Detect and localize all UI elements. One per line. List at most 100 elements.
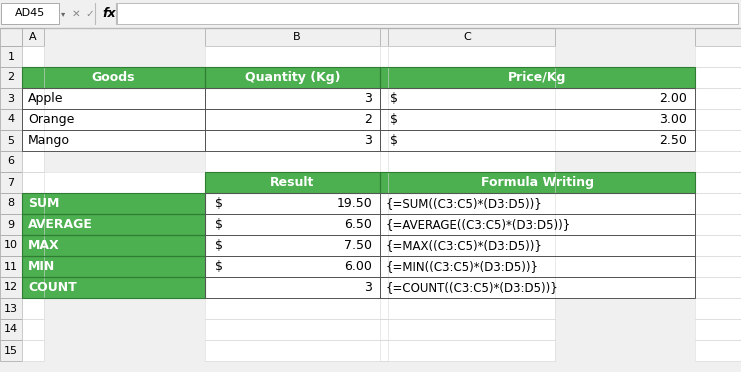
Bar (205, 109, 380, 130)
Text: fx: fx (102, 7, 116, 20)
Bar (695, 28, 741, 46)
Bar (22, 235, 44, 256)
Bar (205, 235, 380, 256)
Bar (695, 151, 741, 172)
Bar (0, 298, 22, 319)
Bar (22, 214, 205, 235)
Bar (0, 28, 22, 46)
Bar (695, 193, 741, 214)
Text: MAX: MAX (28, 239, 59, 252)
Bar (22, 109, 44, 130)
Bar (205, 130, 388, 151)
Text: Apple: Apple (28, 92, 64, 105)
Bar (22, 130, 44, 151)
Bar (22, 256, 44, 277)
Text: COUNT: COUNT (28, 281, 77, 294)
Bar (380, 88, 555, 109)
Bar (22, 28, 44, 46)
Bar (0, 172, 22, 193)
Bar (205, 235, 388, 256)
Bar (380, 235, 695, 256)
Text: Orange: Orange (28, 113, 74, 126)
Bar (1, 3, 59, 24)
Bar (22, 277, 205, 298)
Bar (22, 298, 44, 319)
Bar (205, 130, 388, 151)
Text: ✓: ✓ (85, 9, 94, 19)
Bar (380, 193, 695, 214)
Bar (22, 214, 44, 235)
Bar (205, 319, 388, 340)
Bar (380, 67, 555, 88)
Text: 3: 3 (364, 134, 372, 147)
Bar (22, 67, 44, 88)
Bar (205, 277, 388, 298)
Bar (22, 172, 44, 193)
Bar (0, 151, 22, 172)
Bar (380, 28, 555, 46)
Bar (695, 214, 741, 235)
Text: 15: 15 (4, 346, 18, 356)
Bar (0, 151, 22, 172)
Text: $: $ (215, 197, 223, 210)
Text: $: $ (215, 239, 223, 252)
Bar (205, 298, 388, 319)
Bar (22, 193, 205, 214)
Text: $: $ (390, 134, 398, 147)
Bar (205, 193, 380, 214)
Text: AD45: AD45 (15, 9, 45, 19)
Text: 7: 7 (7, 177, 15, 187)
Bar (22, 88, 205, 109)
Bar (0, 340, 22, 361)
Bar (22, 214, 44, 235)
Bar (205, 46, 388, 67)
Bar (22, 46, 44, 67)
Text: 12: 12 (4, 282, 18, 292)
Bar (0, 88, 22, 109)
Text: 3: 3 (364, 92, 372, 105)
Text: MIN: MIN (28, 260, 56, 273)
Bar (205, 67, 388, 88)
Bar (380, 88, 555, 109)
Bar (205, 340, 388, 361)
Bar (205, 28, 388, 46)
Bar (205, 88, 388, 109)
Bar (0, 319, 22, 340)
Bar (380, 298, 555, 319)
Bar (205, 256, 388, 277)
Bar (380, 340, 555, 361)
Bar (22, 319, 44, 340)
Bar (695, 298, 741, 319)
Bar (0, 46, 22, 67)
Bar (22, 340, 44, 361)
Bar (22, 46, 44, 67)
Bar (0, 277, 22, 298)
Bar (380, 214, 555, 235)
Text: B: B (293, 32, 300, 42)
Bar (205, 340, 388, 361)
Bar (0, 0, 741, 28)
Bar (695, 67, 741, 88)
Bar (380, 172, 555, 193)
Bar (0, 214, 22, 235)
Bar (22, 88, 44, 109)
Bar (0, 28, 22, 46)
Bar (0, 256, 22, 277)
Text: AVERAGE: AVERAGE (28, 218, 93, 231)
Bar (380, 130, 695, 151)
Bar (205, 193, 388, 214)
Bar (205, 277, 388, 298)
Bar (0, 235, 22, 256)
Bar (380, 298, 555, 319)
Bar (380, 109, 555, 130)
Bar (22, 298, 44, 319)
Bar (380, 193, 555, 214)
Bar (380, 340, 555, 361)
Bar (380, 235, 555, 256)
Bar (380, 130, 555, 151)
Text: 11: 11 (4, 262, 18, 272)
Bar (117, 3, 738, 24)
Bar (205, 151, 388, 172)
Bar (0, 256, 22, 277)
Bar (695, 109, 741, 130)
